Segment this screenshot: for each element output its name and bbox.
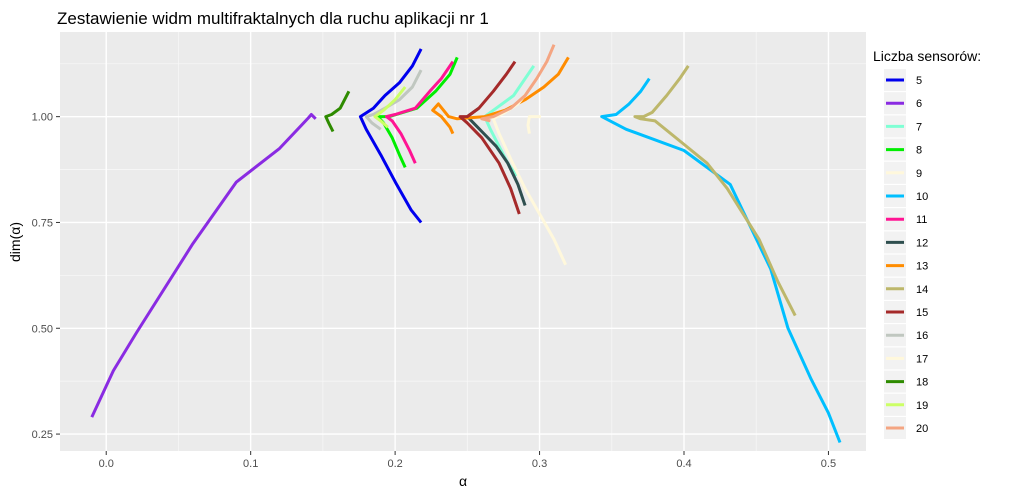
series-line-11 xyxy=(384,60,455,164)
series-line-18 xyxy=(324,90,351,133)
series-line-19 xyxy=(373,86,407,129)
legend-label-16: 16 xyxy=(916,330,928,342)
x-tick-label: 0.0 xyxy=(99,458,114,470)
y-tick-label: 0.75 xyxy=(32,217,53,229)
series-lines xyxy=(90,44,842,444)
y-tick-label: 1.00 xyxy=(32,112,53,124)
y-tick-label: 0.25 xyxy=(32,429,53,441)
series-line-13 xyxy=(431,56,570,135)
plot-panel xyxy=(60,32,866,451)
legend-label-12: 12 xyxy=(916,237,928,249)
legend-label-15: 15 xyxy=(916,307,928,319)
legend-label-6: 6 xyxy=(916,98,922,110)
y-tick-label: 0.50 xyxy=(32,323,53,335)
legend: Liczba sensorów: 5 6 7 8 9 10 11 12 13 14 15 16 17 18… xyxy=(873,48,981,439)
legend-label-17: 17 xyxy=(916,353,928,365)
series-line-20 xyxy=(480,44,556,123)
x-tick-label: 0.2 xyxy=(387,458,402,470)
x-tick-label: 0.5 xyxy=(821,458,836,470)
legend-label-19: 19 xyxy=(916,400,928,412)
legend-label-13: 13 xyxy=(916,261,928,273)
y-axis-title: dim(α) xyxy=(7,222,23,262)
legend-label-18: 18 xyxy=(916,377,928,389)
axes: 0.0 0.1 0.2 0.3 0.4 0.5 0.25 0.50 0.75 1.00 xyxy=(32,112,837,470)
x-tick-label: 0.3 xyxy=(532,458,547,470)
legend-label-5: 5 xyxy=(916,75,922,87)
legend-label-20: 20 xyxy=(916,423,928,435)
legend-label-9: 9 xyxy=(916,168,922,180)
legend-label-10: 10 xyxy=(916,191,928,203)
x-tick-label: 0.4 xyxy=(676,458,691,470)
series-line-16 xyxy=(364,69,423,131)
legend-label-11: 11 xyxy=(916,214,927,226)
legend-title: Liczba sensorów: xyxy=(873,48,981,64)
series-line-8 xyxy=(376,56,459,169)
x-axis-title: α xyxy=(459,473,467,489)
series-line-9 xyxy=(526,115,541,134)
series-line-15 xyxy=(458,60,521,215)
legend-label-14: 14 xyxy=(916,284,928,296)
series-line-14 xyxy=(633,65,797,317)
legend-label-7: 7 xyxy=(916,121,922,133)
series-line-5 xyxy=(358,48,423,224)
series-line-10 xyxy=(600,77,842,444)
x-tick-label: 0.1 xyxy=(243,458,258,470)
chart-title: Zestawienie widm multifraktalnych dla ru… xyxy=(57,9,489,28)
legend-label-8: 8 xyxy=(916,145,922,157)
series-line-6 xyxy=(90,113,317,418)
